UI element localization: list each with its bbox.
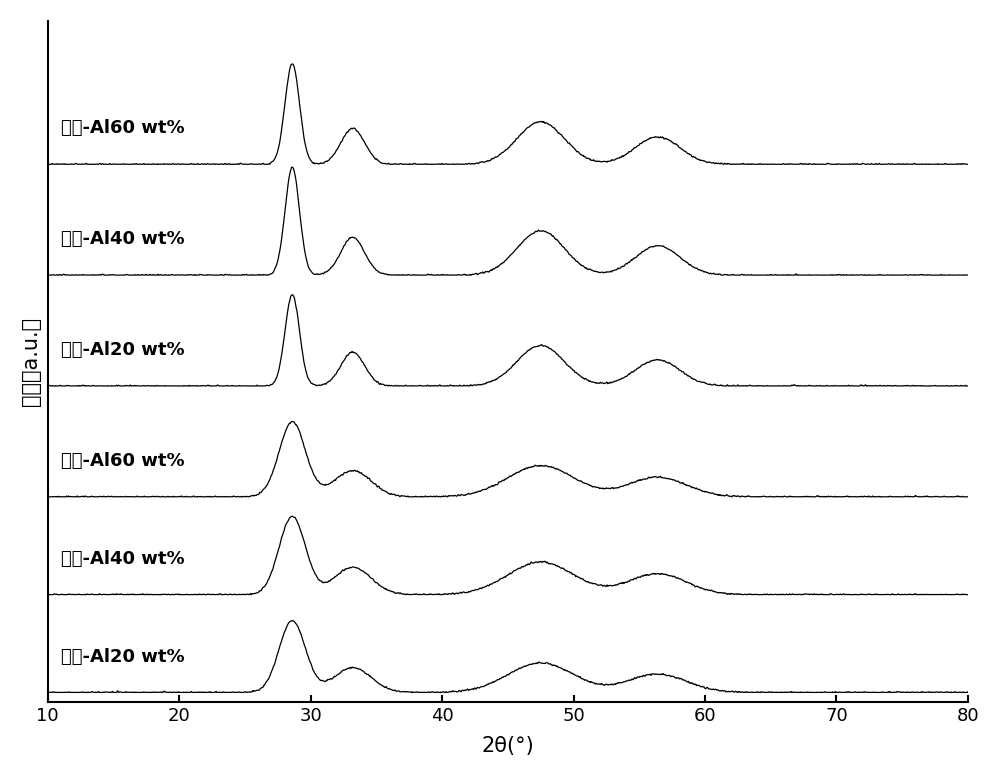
Text: 新鲜-Al60 wt%: 新鲜-Al60 wt% — [61, 452, 185, 470]
X-axis label: 2θ(°): 2θ(°) — [481, 736, 534, 756]
Text: 新鲜-Al20 wt%: 新鲜-Al20 wt% — [61, 647, 185, 666]
Y-axis label: 强度（a.u.）: 强度（a.u.） — [21, 317, 41, 406]
Text: 老化-Al20 wt%: 老化-Al20 wt% — [61, 341, 185, 359]
Text: 老化-Al40 wt%: 老化-Al40 wt% — [61, 230, 185, 249]
Text: 老化-Al60 wt%: 老化-Al60 wt% — [61, 120, 185, 138]
Text: 新鲜-Al40 wt%: 新鲜-Al40 wt% — [61, 550, 185, 568]
